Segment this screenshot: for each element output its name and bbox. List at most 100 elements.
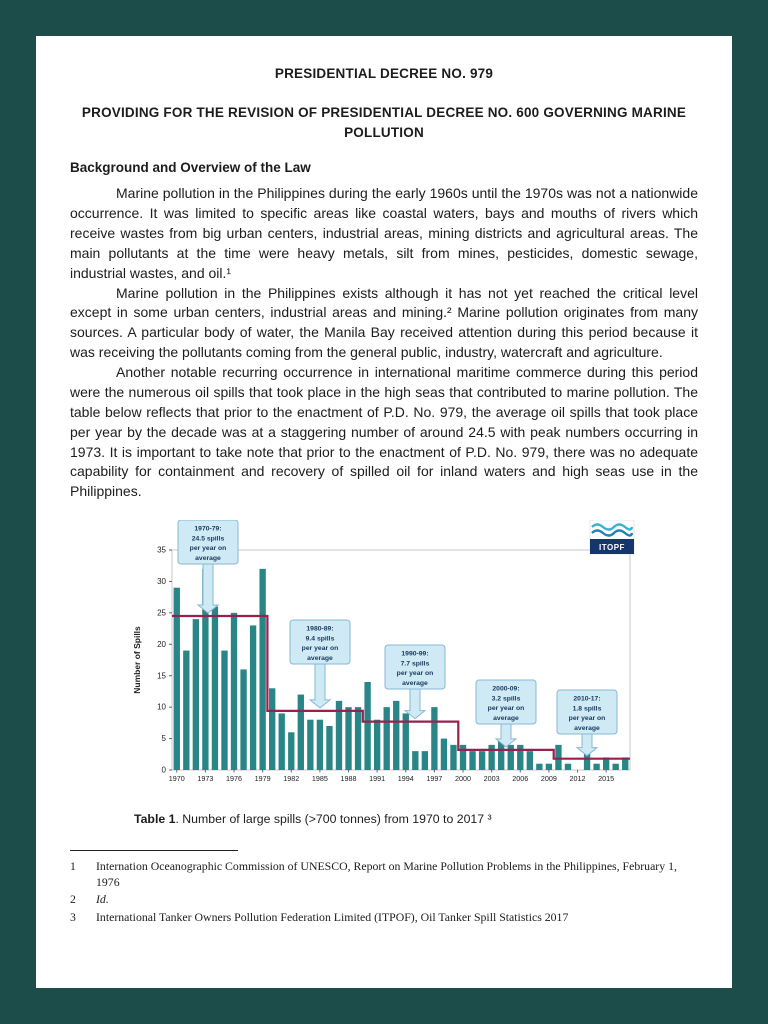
svg-text:average: average (493, 715, 519, 722)
callout-arrow-icon (196, 563, 220, 614)
svg-text:2000: 2000 (455, 774, 471, 783)
bar (335, 700, 343, 771)
itopf-logo: ITOPF (589, 520, 635, 555)
wave-icon (591, 523, 634, 531)
callout-box (289, 619, 351, 665)
svg-text:1994: 1994 (398, 774, 414, 783)
caption-label: Table 1 (134, 812, 176, 827)
footnote-text: Id. (96, 892, 109, 907)
callout-arrow-icon (403, 688, 427, 720)
svg-text:1997: 1997 (426, 774, 442, 783)
bar (526, 751, 533, 771)
bar (402, 713, 409, 771)
footnote-separator (70, 850, 238, 852)
paragraph-2: Marine pollution in the Philippines exis… (70, 284, 698, 361)
svg-text:20: 20 (157, 640, 166, 649)
paragraph-1: Marine pollution in the Philippines duri… (70, 185, 698, 281)
svg-text:25: 25 (157, 609, 166, 618)
footnote-number: 1 (70, 859, 76, 874)
svg-text:1980-89:: 1980-89: (306, 626, 333, 633)
itopf-logo-text: ITOPF (599, 543, 625, 552)
bar (478, 751, 486, 771)
y-axis-title: Number of Spills (132, 626, 142, 694)
callout-box (177, 520, 239, 565)
svg-text:1991: 1991 (369, 774, 385, 783)
bar (354, 707, 362, 771)
callout-2010-17: 2010-17: 1.8 spills per year on average (556, 689, 618, 757)
bar (307, 719, 314, 771)
bar (249, 625, 257, 771)
bar (364, 682, 371, 771)
svg-text:average: average (307, 655, 333, 662)
bar (431, 707, 438, 771)
callout-box (556, 689, 618, 735)
footnote-text: Internation Oceanographic Commission of … (96, 859, 677, 889)
bar (440, 738, 448, 771)
bar (345, 707, 352, 771)
footnote-number: 2 (70, 892, 76, 907)
bar (450, 744, 457, 771)
chart-caption: Table 1. Number of large spills (>700 to… (134, 812, 698, 826)
callout-2000-09: 2000-09: 3.2 spills per year on average (475, 679, 537, 748)
footnote-text: International Tanker Owners Pollution Fe… (96, 909, 569, 924)
callout-1970-79: 1970-79: 24.5 spills per year on average (177, 520, 239, 614)
callout-arrow-icon (575, 733, 599, 757)
bar (545, 763, 553, 771)
bar (469, 751, 476, 771)
bar (555, 744, 562, 771)
bar (612, 763, 619, 771)
document-page: PRESIDENTIAL DECREE NO. 979 PROVIDING FO… (36, 36, 732, 988)
callout-1980-89: 1980-89: 9.4 spills per year on average (289, 619, 351, 709)
svg-text:per year on: per year on (302, 645, 339, 652)
bar (488, 744, 495, 771)
bar (269, 688, 276, 771)
bar (202, 568, 209, 771)
svg-text:0: 0 (162, 766, 167, 775)
svg-text:per year on: per year on (488, 705, 525, 712)
svg-text:9.4 spills: 9.4 spills (306, 635, 335, 642)
bar (517, 744, 524, 771)
svg-text:1985: 1985 (312, 774, 328, 783)
x-axis: 1970 1973 1976 1979 1982 1985 1988 1991 1994 1997… (169, 770, 614, 783)
svg-text:2015: 2015 (598, 774, 614, 783)
bar (259, 568, 266, 771)
svg-text:2003: 2003 (484, 774, 500, 783)
svg-text:2010-17:: 2010-17: (573, 696, 600, 703)
bar (373, 719, 381, 771)
doc-title: PRESIDENTIAL DECREE NO. 979 (274, 66, 494, 81)
bar (507, 744, 514, 771)
callout-box (475, 679, 537, 725)
footnote-2: 2 Id. (70, 892, 698, 908)
bar (230, 612, 238, 771)
svg-text:per year on: per year on (190, 545, 227, 552)
svg-text:average: average (402, 680, 428, 687)
svg-text:3.2 spills: 3.2 spills (492, 695, 521, 702)
svg-text:per year on: per year on (397, 670, 434, 677)
callout-box (384, 644, 446, 690)
svg-text:2000-09:: 2000-09: (492, 686, 519, 693)
svg-text:per year on: per year on (569, 715, 606, 722)
bar (393, 700, 400, 771)
doc-subtitle: PROVIDING FOR THE REVISION OF PRESIDENTI… (81, 105, 687, 140)
bar (459, 744, 467, 771)
footnote-1: 1 Internation Oceanographic Commission o… (70, 859, 698, 890)
bars (173, 568, 629, 771)
bar (211, 606, 219, 771)
bar (278, 713, 285, 771)
decade-average-line (172, 615, 630, 760)
svg-text:35: 35 (157, 546, 166, 555)
bar (564, 763, 572, 771)
callout-arrow-icon (308, 663, 332, 709)
svg-text:2006: 2006 (512, 774, 528, 783)
svg-text:1970-79:: 1970-79: (194, 526, 221, 533)
callout-1990-99: 1990-99: 7.7 spills per year on average (384, 644, 446, 720)
bar (421, 751, 429, 771)
svg-text:2012: 2012 (570, 774, 586, 783)
footnote-number: 3 (70, 909, 76, 924)
bar (173, 587, 180, 771)
svg-text:7.7 spills: 7.7 spills (401, 660, 430, 667)
bar (221, 650, 228, 771)
svg-text:1976: 1976 (226, 774, 242, 783)
svg-text:1982: 1982 (283, 774, 299, 783)
